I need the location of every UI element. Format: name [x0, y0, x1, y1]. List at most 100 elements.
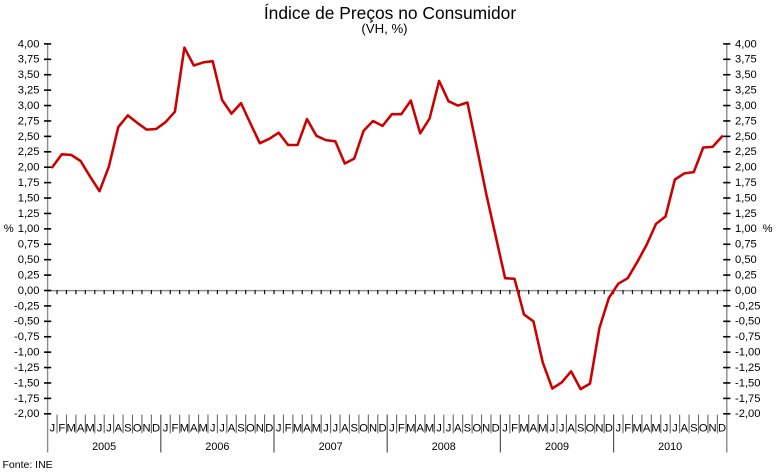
svg-text:0,00: 0,00	[18, 285, 40, 297]
svg-text:A: A	[228, 422, 236, 434]
svg-text:2,75: 2,75	[735, 115, 757, 127]
svg-text:1,25: 1,25	[735, 208, 757, 220]
svg-text:2,75: 2,75	[18, 115, 40, 127]
svg-text:2,00: 2,00	[735, 162, 757, 174]
svg-text:-1,25: -1,25	[14, 362, 40, 374]
svg-text:%: %	[763, 223, 773, 235]
svg-text:M: M	[633, 422, 642, 434]
svg-text:J: J	[672, 422, 678, 434]
svg-text:2008: 2008	[432, 441, 456, 453]
svg-text:S: S	[690, 422, 697, 434]
svg-text:3,50: 3,50	[18, 69, 40, 81]
svg-text:4,00: 4,00	[18, 38, 40, 50]
svg-text:S: S	[464, 422, 471, 434]
svg-text:M: M	[67, 422, 76, 434]
svg-text:F: F	[171, 422, 178, 434]
svg-text:2,25: 2,25	[18, 146, 40, 158]
svg-text:1,00: 1,00	[735, 223, 757, 235]
svg-text:F: F	[398, 422, 405, 434]
svg-text:1,50: 1,50	[18, 192, 40, 204]
svg-text:3,75: 3,75	[735, 54, 757, 66]
svg-text:%: %	[4, 223, 14, 235]
svg-text:-1,00: -1,00	[735, 347, 761, 359]
svg-text:A: A	[681, 422, 689, 434]
svg-text:O: O	[246, 422, 255, 434]
svg-text:J: J	[436, 422, 442, 434]
svg-text:J: J	[333, 422, 339, 434]
svg-text:A: A	[530, 422, 538, 434]
svg-text:-0,50: -0,50	[735, 316, 761, 328]
svg-text:O: O	[133, 422, 142, 434]
svg-text:2009: 2009	[545, 441, 569, 453]
svg-text:J: J	[163, 422, 169, 434]
svg-text:O: O	[472, 422, 481, 434]
svg-text:S: S	[350, 422, 357, 434]
svg-text:2006: 2006	[205, 441, 229, 453]
svg-text:-0,75: -0,75	[14, 331, 40, 343]
svg-text:J: J	[663, 422, 669, 434]
svg-text:-1,50: -1,50	[735, 377, 761, 389]
svg-text:M: M	[406, 422, 415, 434]
svg-text:0,75: 0,75	[735, 239, 757, 251]
svg-text:2005: 2005	[92, 441, 116, 453]
svg-text:A: A	[303, 422, 311, 434]
svg-text:S: S	[237, 422, 244, 434]
svg-text:3,25: 3,25	[18, 85, 40, 97]
svg-text:3,00: 3,00	[735, 100, 757, 112]
svg-text:N: N	[709, 422, 717, 434]
svg-text:-1,75: -1,75	[14, 393, 40, 405]
svg-text:J: J	[323, 422, 329, 434]
svg-text:M: M	[538, 422, 547, 434]
svg-text:0,50: 0,50	[18, 254, 40, 266]
svg-text:2,00: 2,00	[18, 162, 40, 174]
svg-text:J: J	[210, 422, 216, 434]
svg-text:D: D	[378, 422, 386, 434]
svg-text:2,50: 2,50	[18, 131, 40, 143]
svg-text:D: D	[718, 422, 726, 434]
svg-text:-2,00: -2,00	[735, 408, 761, 420]
svg-text:-0,25: -0,25	[14, 300, 40, 312]
svg-text:0,00: 0,00	[735, 285, 757, 297]
svg-text:N: N	[256, 422, 264, 434]
svg-text:-0,25: -0,25	[735, 300, 761, 312]
svg-text:A: A	[77, 422, 85, 434]
svg-text:3,75: 3,75	[18, 54, 40, 66]
svg-text:S: S	[577, 422, 584, 434]
svg-text:J: J	[446, 422, 452, 434]
svg-text:J: J	[389, 422, 395, 434]
svg-text:D: D	[152, 422, 160, 434]
svg-text:J: J	[616, 422, 622, 434]
svg-text:M: M	[85, 422, 94, 434]
svg-text:A: A	[416, 422, 424, 434]
svg-text:2007: 2007	[319, 441, 343, 453]
svg-text:F: F	[624, 422, 631, 434]
svg-text:M: M	[651, 422, 660, 434]
svg-text:J: J	[559, 422, 565, 434]
svg-text:M: M	[199, 422, 208, 434]
svg-text:N: N	[595, 422, 603, 434]
svg-text:J: J	[276, 422, 282, 434]
svg-text:J: J	[106, 422, 112, 434]
svg-text:S: S	[124, 422, 131, 434]
svg-text:J: J	[219, 422, 225, 434]
svg-text:M: M	[180, 422, 189, 434]
svg-text:N: N	[482, 422, 490, 434]
svg-text:O: O	[586, 422, 595, 434]
svg-text:1,75: 1,75	[18, 177, 40, 189]
svg-text:-1,50: -1,50	[14, 377, 40, 389]
svg-text:F: F	[511, 422, 518, 434]
svg-text:A: A	[454, 422, 462, 434]
svg-text:-0,75: -0,75	[735, 331, 761, 343]
svg-text:1,75: 1,75	[735, 177, 757, 189]
svg-text:D: D	[492, 422, 500, 434]
svg-text:J: J	[550, 422, 556, 434]
svg-text:A: A	[643, 422, 651, 434]
svg-text:1,50: 1,50	[735, 192, 757, 204]
svg-text:M: M	[293, 422, 302, 434]
svg-text:J: J	[50, 422, 56, 434]
svg-text:F: F	[285, 422, 292, 434]
svg-text:O: O	[359, 422, 368, 434]
svg-text:A: A	[190, 422, 198, 434]
svg-text:A: A	[341, 422, 349, 434]
svg-text:4,00: 4,00	[735, 38, 757, 50]
